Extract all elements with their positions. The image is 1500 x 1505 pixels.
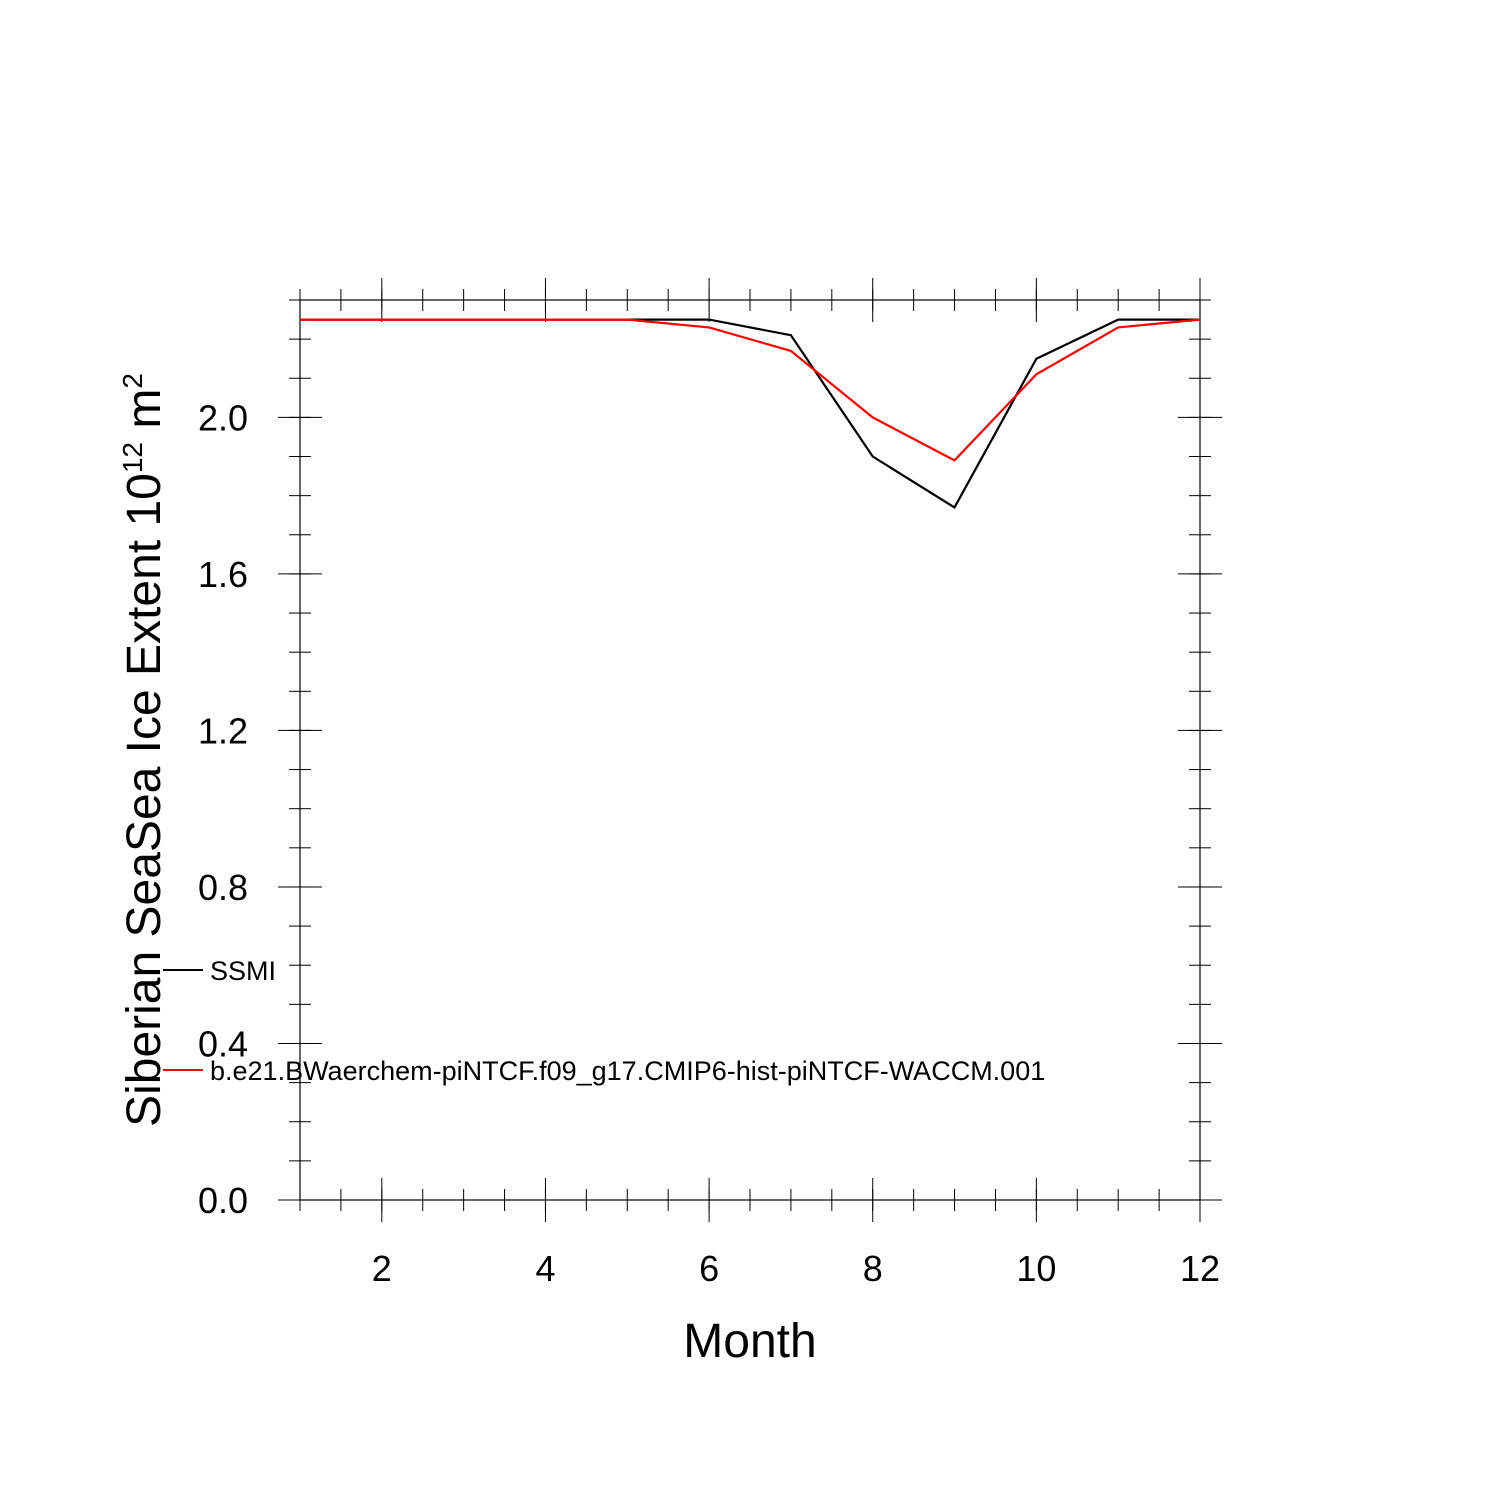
y-axis-title-exponent: 12 [117, 442, 148, 473]
y-tick-label: 0.8 [198, 867, 248, 908]
series-line-ssmi [300, 318, 1200, 509]
y-axis-title-main: Siberian SeaSea Ice Extent 10 [118, 473, 171, 1127]
y-tick-label: 1.2 [198, 710, 248, 751]
x-tick-label: 10 [1016, 1248, 1056, 1289]
y-axis-title-unit-exponent: 2 [117, 373, 148, 389]
x-tick-labels: 2 4 6 8 10 12 [372, 1248, 1220, 1289]
x-tick-label: 8 [863, 1248, 883, 1289]
legend: SSMI b.e21.BWaerchem-piNTCF.f09_g17.CMIP… [163, 956, 1045, 1086]
series-line-model [300, 318, 1201, 462]
y-tick-label: 2.0 [198, 397, 248, 438]
x-tick-label: 12 [1180, 1248, 1220, 1289]
y-tick-labels: 0.0 0.4 0.8 1.2 1.6 2.0 [198, 397, 248, 1221]
y-axis-title-unit: m [118, 389, 171, 442]
y-tick-label: 1.6 [198, 554, 248, 595]
major-ticks [278, 278, 1222, 1222]
x-tick-label: 2 [372, 1248, 392, 1289]
legend-label-ssmi: SSMI [210, 956, 276, 986]
y-tick-label: 0.0 [198, 1180, 248, 1221]
x-axis-title: Month [683, 1315, 816, 1368]
y-axis-title: Siberian SeaSea Ice Extent 1012 m2 [117, 373, 171, 1127]
legend-label-model: b.e21.BWaerchem-piNTCF.f09_g17.CMIP6-his… [210, 1056, 1045, 1086]
x-tick-label: 4 [535, 1248, 555, 1289]
y-tick-label: 0.4 [198, 1023, 248, 1064]
x-tick-label: 6 [699, 1248, 719, 1289]
series-lines [300, 318, 1201, 509]
